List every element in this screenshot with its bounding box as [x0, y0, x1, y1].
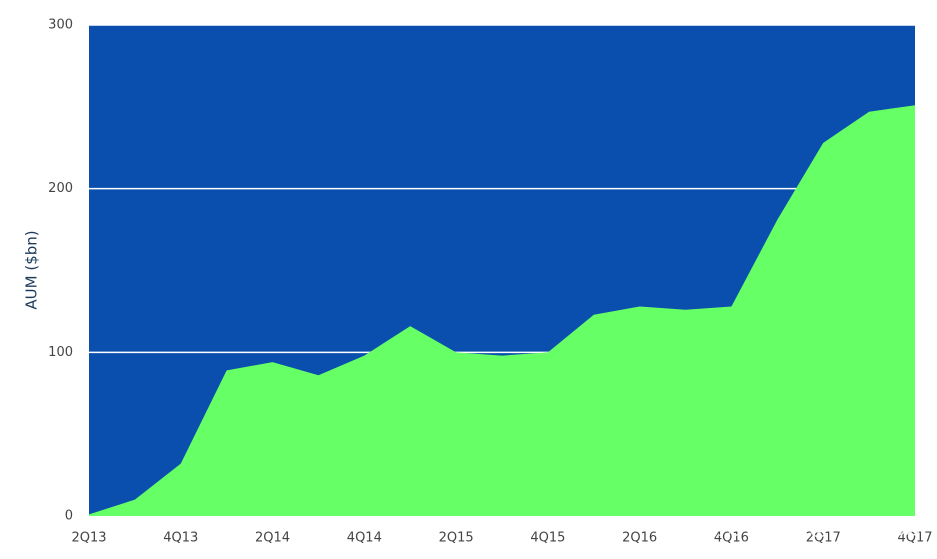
watermark: 掘金技术社区 @ 布客飞龙: [676, 515, 920, 539]
y-tick-label: 100: [48, 345, 73, 360]
x-tick-label: 2Q14: [255, 531, 290, 546]
y-tick-label: 200: [48, 181, 73, 196]
x-tick-label: 2Q17: [806, 531, 841, 546]
y-axis-label: AUM ($bn): [23, 230, 41, 309]
x-tick-label: 4Q13: [163, 531, 198, 546]
x-tick-label: 4Q17: [897, 531, 932, 546]
y-tick-label: 300: [48, 18, 73, 33]
x-tick-label: 2Q15: [439, 531, 474, 546]
x-tick-label: 4Q16: [714, 531, 749, 546]
x-tick-label: 2Q13: [71, 531, 106, 546]
y-tick-label: 0: [65, 509, 73, 524]
x-tick-label: 2Q16: [622, 531, 657, 546]
x-tick-label: 4Q14: [347, 531, 382, 546]
x-tick-label: 4Q15: [530, 531, 565, 546]
area: [89, 105, 915, 517]
